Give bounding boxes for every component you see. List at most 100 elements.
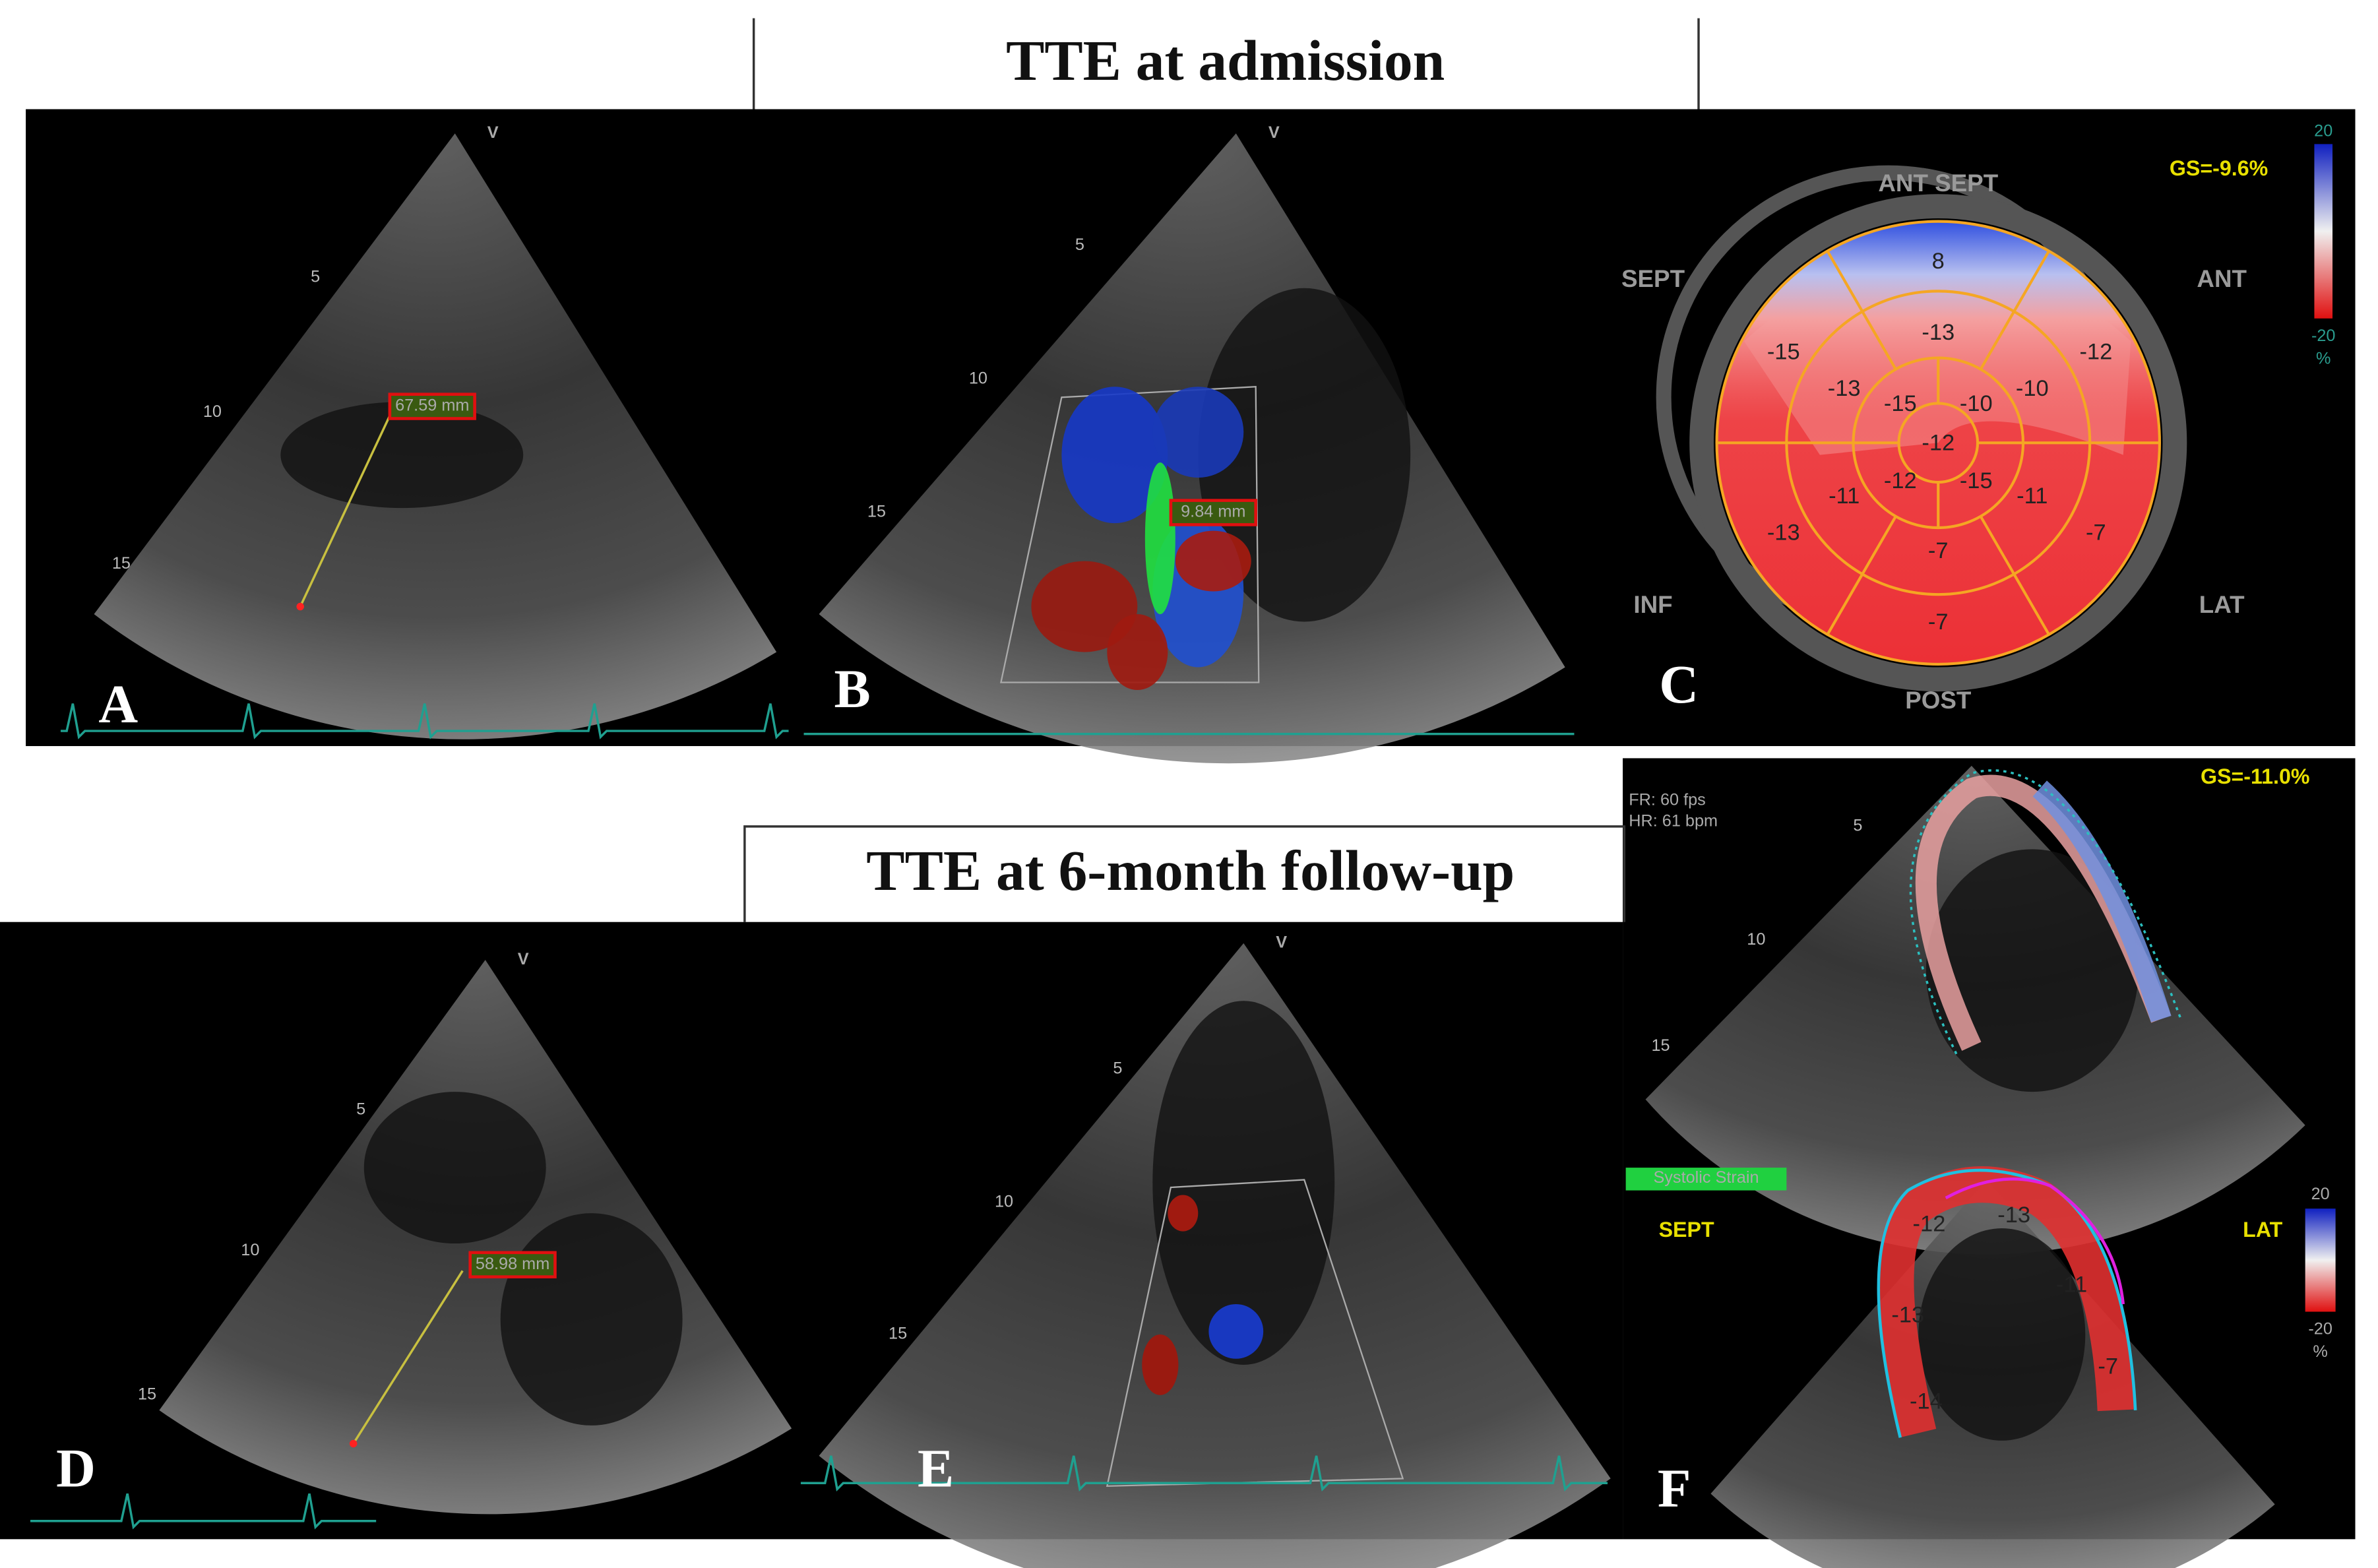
segment-value: -10 [2016,376,2049,401]
depth-mark: 5 [311,267,320,286]
title-box [743,825,1626,922]
segment-value: -11 [2017,484,2048,509]
doppler-jet [1168,1195,1199,1232]
panel-letter: A [98,674,138,734]
doppler-jet [1152,387,1244,478]
ecg-trace [60,703,789,739]
depth-mark: 5 [1853,817,1862,835]
doppler-box [1106,1179,1404,1488]
segment-value: -10 [1960,391,1993,416]
doppler-jet [1208,1304,1264,1359]
cavity [1198,288,1411,622]
scale-label: % [2316,349,2331,367]
frame-rate: FR: 60 fps [1629,790,1706,809]
cavity [363,1092,546,1244]
depth-mark: 10 [241,1241,259,1259]
strain-trace [2032,780,2172,1022]
measurement-line [299,412,392,608]
cavity [280,402,524,509]
bullseye-overlay [1716,221,2160,664]
scale-label: -20 [2311,327,2336,345]
segment-value: -12 [2079,340,2112,365]
segment-value: -7 [2098,1354,2118,1379]
depth-mark: 10 [995,1193,1013,1211]
title: TTE at 6-month follow-up [866,838,1515,902]
segment-value: -12 [1922,431,1955,456]
wall-label: INF [1633,591,1672,618]
measurement-box [388,392,476,420]
measurement-point [349,1439,358,1448]
title: TTE at admission [1006,28,1445,92]
segment-value: -12 [1884,468,1917,493]
cavity [1925,849,2139,1092]
segment-value: -15 [1884,391,1917,416]
panel-letter: D [56,1437,96,1498]
global-strain: GS=-11.0% [2201,765,2309,788]
panel-letter: F [1658,1457,1691,1518]
color-scale [2305,1208,2336,1312]
depth-mark: 5 [1113,1059,1122,1077]
segment-value: -12 [1913,1212,1946,1237]
wall-label: SEPT [1621,265,1685,292]
view-tag [1625,1168,1787,1191]
segment-value: -7 [2086,520,2106,545]
segment-value: -13 [1767,520,1800,545]
bullseye-grid [1826,250,1897,370]
bullseye-grid [1979,515,2050,635]
panel-letter: B [834,658,870,719]
depth-mark: 5 [1075,235,1084,254]
measurement-line [352,1270,464,1445]
depth-mark: 10 [203,402,222,421]
measurement-label: 67.59 mm [395,396,469,415]
depth-mark: 15 [867,503,886,521]
ecg-trace [30,1493,377,1530]
segment-value: -11 [2056,1272,2087,1298]
doppler-jet [1107,614,1168,690]
doppler-jet [1142,1334,1179,1395]
cavity [500,1213,683,1426]
view-marker: V [487,123,499,142]
scale-label: % [2313,1342,2327,1361]
segment-value: -11 [1829,484,1860,509]
view-marker: V [1276,933,1287,952]
depth-mark: 5 [356,1100,365,1118]
doppler-jet [1175,530,1251,592]
measurement-box [1169,499,1257,526]
segment-value: -15 [1960,468,1993,493]
measurement-label: 9.84 mm [1181,503,1245,521]
view-label: Systolic Strain [1653,1168,1759,1187]
measurement-label: 58.98 mm [476,1255,549,1273]
scale-label: 20 [2314,122,2332,141]
global-strain: GS=-9.6% [2170,156,2268,180]
bullseye-ring [1689,194,2187,692]
panel-letter: E [918,1437,954,1498]
segment-value: -13 [1922,320,1955,345]
heart-rate: HR: 61 bpm [1629,812,1718,831]
segment-value: -15 [1767,340,1800,365]
strain-outline [1877,1168,2137,1438]
wall-label: LAT [2199,591,2245,618]
strain-outline [1945,1177,2125,1305]
segment-value: -13 [1997,1203,2030,1228]
depth-mark: 15 [138,1385,156,1404]
depth-mark: 10 [969,369,987,387]
wall-label: ANT SEPT [1878,170,1998,197]
wall-label: ANT [2197,265,2247,292]
wall-label: SEPT [1659,1218,1714,1241]
color-scale [2314,144,2333,319]
measurement-box [468,1251,557,1278]
ecg-trace [800,1455,1608,1492]
scale-label: -20 [2308,1320,2332,1338]
segment-value: -14 [1910,1389,1943,1414]
doppler-jet [1144,462,1175,615]
scale-label: 20 [2311,1185,2330,1203]
segment-value: -7 [1928,538,1949,563]
depth-mark: 15 [1651,1036,1670,1055]
segment-value: -7 [1928,610,1949,635]
doppler-jet [1031,561,1138,652]
segment-value: 8 [1932,249,1945,274]
view-marker: V [1268,123,1280,142]
wall-label: POST [1905,687,1972,714]
